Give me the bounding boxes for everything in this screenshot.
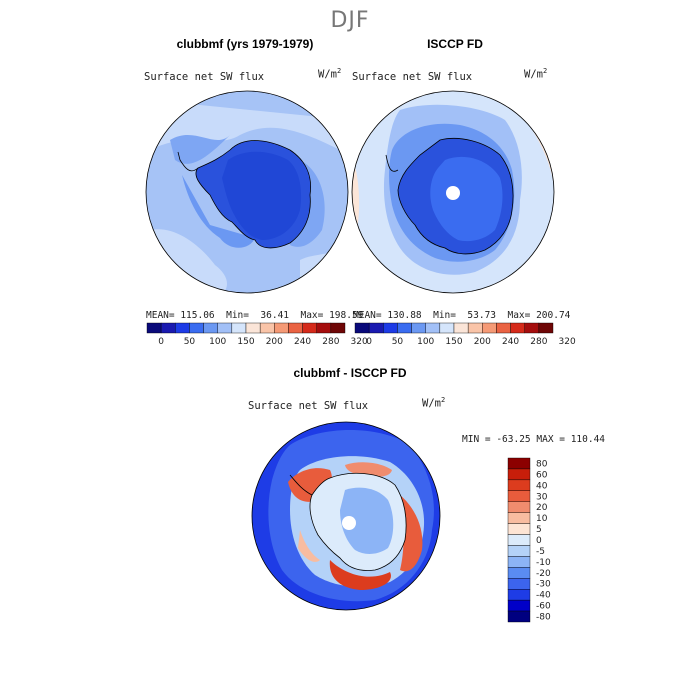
colorbar-swatch	[439, 322, 455, 334]
colorbar-tick-label: -20	[536, 569, 551, 579]
colorbar-swatch	[524, 322, 540, 334]
colorbar-tick-label: -5	[536, 547, 545, 557]
colorbar-tick-label: 80	[536, 459, 548, 469]
colorbar-model: 0 50 100 150 200 240 280 320	[146, 322, 368, 347]
map-diff	[251, 421, 441, 611]
colorbar-swatch	[507, 523, 531, 535]
colorbar-tick-label: 40	[536, 481, 548, 491]
map-obs	[351, 90, 555, 294]
colorbar-tick-label: 200	[266, 337, 283, 347]
colorbar-tick-label: 240	[294, 337, 311, 347]
stats-obs: MEAN= 130.88 Min= 53.73 Max= 200.74	[353, 310, 571, 321]
colorbar-swatch	[507, 589, 531, 601]
colorbar-tick-label: 320	[559, 337, 576, 347]
colorbar-swatch	[507, 479, 531, 492]
variable-label-diff: Surface net SW flux	[248, 400, 369, 412]
colorbar-tick-label: 280	[530, 337, 547, 347]
colorbar-swatch	[507, 534, 531, 546]
colorbar-swatch	[411, 322, 426, 334]
colorbar-tick-label: 50	[392, 337, 404, 347]
colorbar-swatch	[397, 322, 412, 334]
colorbar-swatch	[274, 322, 289, 334]
colorbar-swatch	[453, 322, 469, 334]
colorbar-swatch	[189, 322, 204, 334]
colorbar-tick-label: 20	[536, 503, 548, 513]
colorbar-tick-label: -30	[536, 580, 551, 590]
colorbar-swatch	[146, 322, 162, 334]
colorbar-tick-label: 100	[417, 337, 434, 347]
map-model	[145, 90, 349, 294]
colorbar-swatch	[507, 610, 531, 623]
colorbar-obs: 0 50 100 150 200 240 280 320	[354, 322, 576, 347]
colorbar-tick-label: 320	[351, 337, 368, 347]
colorbar-swatch	[354, 322, 370, 334]
colorbar-swatch	[160, 322, 176, 334]
colorbar-swatch	[507, 578, 531, 590]
units-label-diff: W/m2	[422, 396, 446, 410]
colorbar-tick-label: 240	[502, 337, 519, 347]
colorbar-tick-label: -80	[536, 613, 551, 623]
colorbar-swatch	[467, 322, 483, 334]
colorbar-swatch	[507, 468, 531, 481]
colorbar-swatch	[507, 490, 531, 502]
colorbar-swatch	[510, 322, 525, 334]
colorbar-tick-label: 0	[366, 337, 372, 347]
colorbar-tick-label: 5	[536, 525, 542, 535]
colorbar-tick-label: 280	[322, 337, 339, 347]
colorbar-tick-label: 0	[536, 536, 542, 546]
colorbar-swatch	[330, 322, 346, 334]
units-label-model: W/m2	[318, 67, 342, 81]
colorbar-swatch	[302, 322, 317, 334]
colorbar-tick-label: 10	[536, 514, 548, 524]
colorbar-swatch	[175, 322, 190, 334]
colorbar-tick-label: 30	[536, 492, 548, 502]
colorbar-tick-label: 100	[209, 337, 226, 347]
colorbar-tick-label: -10	[536, 558, 551, 568]
colorbar-swatch	[482, 322, 497, 334]
colorbar-tick-label: -40	[536, 591, 551, 601]
colorbar-swatch	[425, 322, 441, 334]
units-label-obs: W/m2	[524, 67, 548, 81]
colorbar-swatch	[507, 567, 531, 579]
colorbar-swatch	[245, 322, 261, 334]
colorbar-swatch	[368, 322, 384, 334]
colorbar-swatch	[507, 457, 531, 470]
colorbar-swatch	[203, 322, 218, 334]
colorbar-swatch	[259, 322, 275, 334]
colorbar-swatch	[288, 322, 303, 334]
colorbar-swatch	[383, 322, 398, 334]
panel-title-model: clubbmf (yrs 1979-1979)	[176, 37, 314, 51]
colorbar-swatch	[496, 322, 511, 334]
colorbar-tick-label: 150	[445, 337, 462, 347]
colorbar-swatch	[507, 599, 531, 612]
panel-title-obs: ISCCP FD	[427, 37, 483, 51]
variable-label-obs: Surface net SW flux	[352, 71, 473, 83]
colorbar-tick-label: -60	[536, 602, 551, 612]
colorbar-swatch	[507, 512, 531, 524]
colorbar-swatch	[217, 322, 233, 334]
colorbar-tick-label: 60	[536, 470, 548, 480]
panel-title-diff: clubbmf - ISCCP FD	[293, 366, 407, 380]
variable-label-model: Surface net SW flux	[144, 71, 265, 83]
colorbar-tick-label: 0	[158, 337, 164, 347]
colorbar-tick-label: 150	[237, 337, 254, 347]
stats-model: MEAN= 115.06 Min= 36.41 Max= 198.59	[146, 310, 364, 321]
colorbar-tick-label: 50	[184, 337, 196, 347]
colorbar-swatch	[507, 556, 531, 568]
colorbar-swatch	[507, 545, 531, 557]
colorbar-swatch	[231, 322, 247, 334]
figure-title: DJF	[330, 8, 370, 33]
colorbar-swatch	[316, 322, 332, 334]
colorbar-tick-label: 200	[474, 337, 491, 347]
colorbar-swatch	[538, 322, 554, 334]
stats-diff: MIN = -63.25 MAX = 110.44	[462, 434, 606, 445]
colorbar-swatch	[507, 501, 531, 513]
